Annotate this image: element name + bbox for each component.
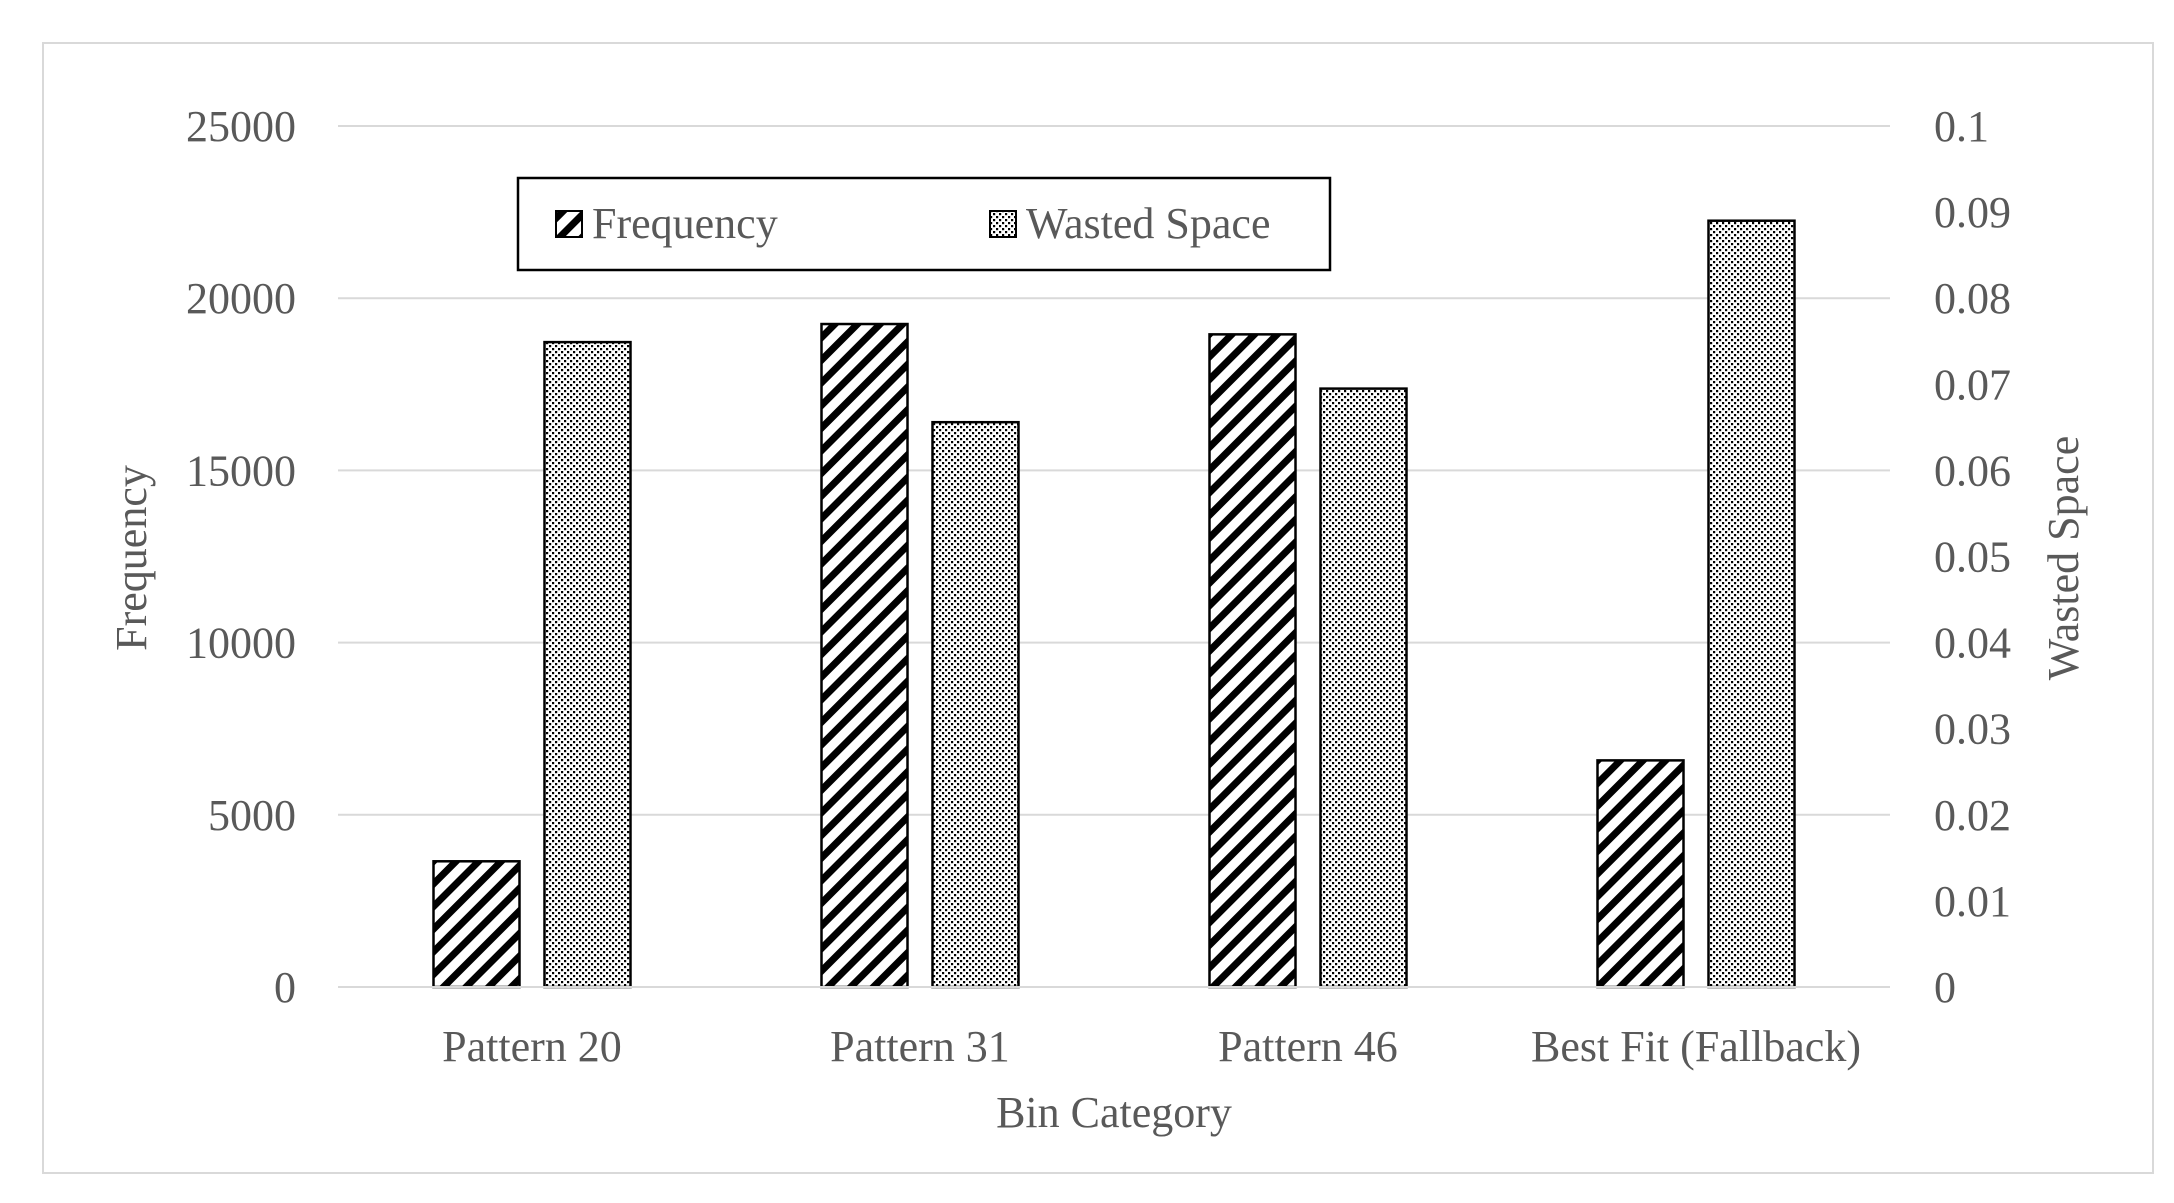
y2-tick-label: 0.05 xyxy=(1934,533,2011,582)
bar-wasted-space xyxy=(543,340,632,989)
y-tick-label: 15000 xyxy=(186,446,296,495)
bar-frequency xyxy=(432,860,521,989)
y-tick-label: 25000 xyxy=(186,102,296,151)
bar-frequency xyxy=(820,322,909,989)
x-tick-label: Pattern 20 xyxy=(442,1022,622,1071)
y2-tick-label: 0 xyxy=(1934,963,1956,1012)
y-tick-label: 0 xyxy=(274,963,296,1012)
bar-wasted-space xyxy=(1319,387,1408,989)
y2-tick-label: 0.04 xyxy=(1934,619,2011,668)
x-tick-label: Pattern 31 xyxy=(830,1022,1010,1071)
legend-label-wasted-space: Wasted Space xyxy=(1026,199,1270,248)
y-axis-label: Frequency xyxy=(107,465,156,651)
x-tick-label: Best Fit (Fallback) xyxy=(1531,1022,1861,1071)
legend-swatch-wasted-space xyxy=(989,210,1017,238)
x-axis-label: Bin Category xyxy=(996,1088,1232,1137)
y2-tick-label: 0.01 xyxy=(1934,877,2011,926)
y-axis-ticks: 0 5000 10000 15000 20000 25000 xyxy=(186,102,296,1012)
bar-wasted-space xyxy=(1707,219,1796,989)
legend-label-frequency: Frequency xyxy=(592,199,778,248)
y2-tick-label: 0.1 xyxy=(1934,102,1989,151)
y2-tick-label: 0.08 xyxy=(1934,274,2011,323)
y2-axis-label: Wasted Space xyxy=(2039,436,2088,680)
x-axis-ticks: Pattern 20 Pattern 31 Pattern 46 Best Fit (… xyxy=(442,1022,1861,1071)
legend: Frequency Wasted Space xyxy=(516,176,1332,272)
bars xyxy=(432,219,1796,989)
bar-frequency xyxy=(1596,759,1685,989)
bar-frequency xyxy=(1208,333,1297,989)
y2-tick-label: 0.07 xyxy=(1934,360,2011,409)
bar-wasted-space xyxy=(931,420,1020,989)
y-tick-label: 10000 xyxy=(186,619,296,668)
y2-tick-label: 0.02 xyxy=(1934,791,2011,840)
y2-tick-label: 0.06 xyxy=(1934,446,2011,495)
legend-box xyxy=(516,176,1332,272)
x-tick-label: Pattern 46 xyxy=(1218,1022,1398,1071)
y-tick-label: 20000 xyxy=(186,274,296,323)
y-tick-label: 5000 xyxy=(208,791,296,840)
legend-swatch-frequency xyxy=(555,210,583,238)
y2-tick-label: 0.03 xyxy=(1934,705,2011,754)
y2-axis-ticks: 0 0.01 0.02 0.03 0.04 0.05 0.06 0.07 0.08 0.09 0.1 xyxy=(1934,102,2011,1012)
y2-tick-label: 0.09 xyxy=(1934,188,2011,237)
